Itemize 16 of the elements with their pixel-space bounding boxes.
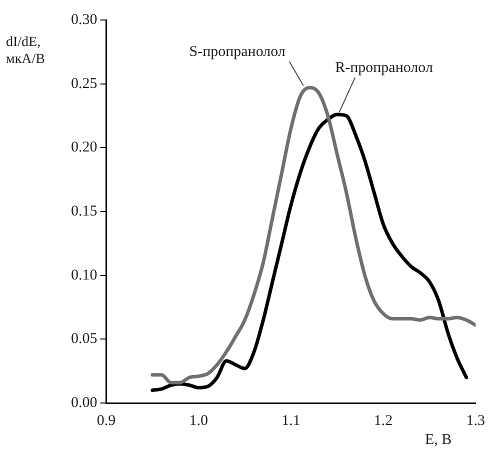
x-axis-title: E, В <box>425 432 452 449</box>
text: R-пропранолол <box>335 60 434 76</box>
x-tick-label: 1.0 <box>189 412 208 429</box>
x-tick-label: 0.9 <box>96 412 116 429</box>
x-tick-label: 1.3 <box>466 412 485 429</box>
y-tick-label: 0.10 <box>71 267 98 284</box>
text: S-пропранолол <box>189 44 286 60</box>
x-tick-label: 1.2 <box>374 412 393 429</box>
x-tick-label: 1.1 <box>282 412 300 429</box>
y-tick-label: 0.05 <box>71 331 98 348</box>
y-tick-label: 0.20 <box>71 140 98 156</box>
y-tick-label: 0.15 <box>71 203 98 220</box>
y-tick-label: 0.25 <box>71 76 98 92</box>
y-tick-label: 0.30 <box>71 12 98 28</box>
y-axis-title: dI/dE, мкА/В <box>6 34 46 68</box>
y-tick-label: 0.00 <box>71 394 98 411</box>
